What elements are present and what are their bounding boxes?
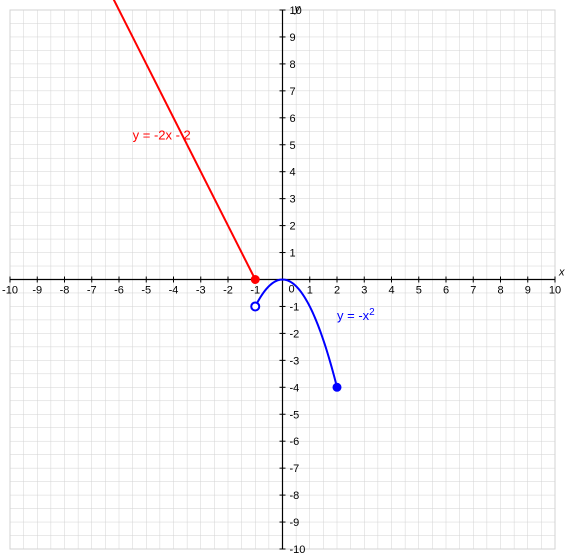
svg-text:-7: -7 — [87, 285, 97, 297]
svg-text:-10: -10 — [2, 285, 18, 297]
svg-text:9: 9 — [525, 285, 531, 297]
svg-text:-8: -8 — [290, 490, 300, 502]
svg-text:-1: -1 — [290, 301, 300, 313]
svg-text:7: 7 — [290, 86, 296, 98]
svg-text:5: 5 — [290, 140, 296, 152]
svg-text:6: 6 — [290, 113, 296, 125]
series-label-line1: y = -2x - 2 — [133, 127, 191, 142]
svg-text:-4: -4 — [290, 382, 300, 394]
svg-text:-4: -4 — [169, 285, 179, 297]
svg-text:-8: -8 — [60, 285, 70, 297]
svg-text:9: 9 — [290, 32, 296, 44]
svg-text:1: 1 — [290, 248, 296, 260]
svg-text:7: 7 — [470, 285, 476, 297]
svg-text:-3: -3 — [290, 355, 300, 367]
svg-text:-6: -6 — [114, 285, 124, 297]
svg-text:10: 10 — [549, 285, 561, 297]
svg-text:2: 2 — [290, 221, 296, 233]
svg-text:-10: -10 — [290, 544, 306, 556]
chart-container: -10 -9 -8 -7 -6 -5 -4 -3 -2 -1 1 2 3 4 5 6 7 8 9 10 -10 -9 -8 -… — [0, 0, 565, 559]
svg-text:-5: -5 — [141, 285, 151, 297]
svg-text:-2: -2 — [290, 328, 300, 340]
svg-text:-3: -3 — [196, 285, 206, 297]
svg-text:1: 1 — [307, 285, 313, 297]
svg-text:2: 2 — [334, 285, 340, 297]
svg-text:6: 6 — [443, 285, 449, 297]
svg-text:-5: -5 — [290, 409, 300, 421]
svg-text:4: 4 — [388, 285, 394, 297]
svg-text:3: 3 — [361, 285, 367, 297]
svg-text:-9: -9 — [290, 517, 300, 529]
x-axis-label: x — [558, 267, 565, 279]
svg-text:-7: -7 — [290, 463, 300, 475]
coordinate-plane-chart: -10 -9 -8 -7 -6 -5 -4 -3 -2 -1 1 2 3 4 5 6 7 8 9 10 -10 -9 -8 -… — [0, 0, 565, 559]
svg-text:-1: -1 — [250, 285, 260, 297]
svg-text:3: 3 — [290, 194, 296, 206]
svg-text:8: 8 — [290, 59, 296, 71]
svg-text:-9: -9 — [32, 285, 42, 297]
svg-text:-6: -6 — [290, 436, 300, 448]
svg-text:4: 4 — [290, 167, 296, 179]
svg-text:-2: -2 — [223, 285, 233, 297]
svg-text:8: 8 — [497, 285, 503, 297]
svg-text:5: 5 — [416, 285, 422, 297]
